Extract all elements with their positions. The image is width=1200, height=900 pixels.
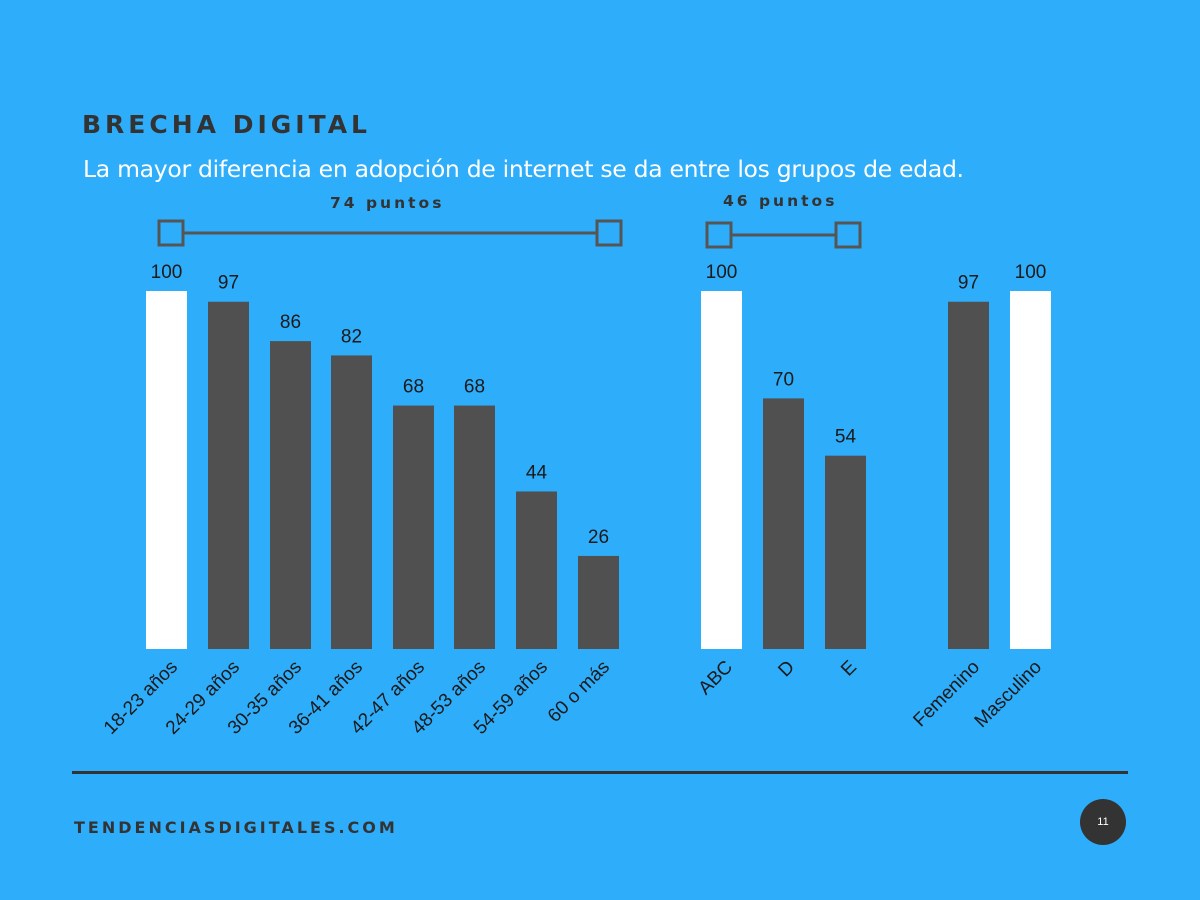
value-label: 100 <box>1015 262 1047 283</box>
bar-nivel-1 <box>763 398 804 649</box>
category-label: 60 o más <box>544 657 614 727</box>
value-label: 54 <box>835 427 857 448</box>
category-label: E <box>837 657 861 681</box>
bracket-square-right <box>595 219 623 247</box>
bar-genero-0 <box>948 301 989 649</box>
divider-rule <box>72 771 1128 774</box>
page-number-badge: 11 <box>1080 799 1126 845</box>
slide-kicker: BRECHA DIGITAL <box>82 110 371 139</box>
bar-nivel-0 <box>701 291 742 649</box>
category-label: D <box>774 657 799 682</box>
bracket-square-left <box>157 219 185 247</box>
value-label: 100 <box>151 262 183 283</box>
value-label: 86 <box>280 312 301 333</box>
value-label: 97 <box>958 273 979 294</box>
bar-edad-5 <box>454 405 495 649</box>
bar-nivel-2 <box>825 455 866 649</box>
bar-edad-2 <box>270 341 311 649</box>
bracket-square-right <box>834 221 862 249</box>
value-label: 97 <box>218 273 239 294</box>
value-label: 68 <box>464 377 485 398</box>
gap-brackets <box>157 219 862 249</box>
value-label: 100 <box>706 262 738 283</box>
value-label: 70 <box>773 369 794 390</box>
bar-edad-0 <box>146 291 187 649</box>
value-label: 26 <box>588 527 609 548</box>
bar-edad-1 <box>208 301 249 649</box>
value-label: 44 <box>526 462 548 483</box>
age-gap-label: 74 puntos <box>330 194 445 212</box>
value-label: 68 <box>403 377 424 398</box>
slide-subtitle: La mayor diferencia en adopción de inter… <box>83 155 964 183</box>
footer-site: TENDENCIASDIGITALES.COM <box>74 818 398 837</box>
bar-edad-6 <box>516 491 557 649</box>
bar-edad-3 <box>331 355 372 649</box>
bar-edad-7 <box>578 555 619 649</box>
bracket-square-left <box>705 221 733 249</box>
bar-genero-1 <box>1010 291 1051 649</box>
bar-edad-4 <box>393 405 434 649</box>
category-label: ABC <box>695 657 737 699</box>
category-label: Masculino <box>971 657 1046 732</box>
nse-gap-label: 46 puntos <box>723 192 838 210</box>
value-label: 82 <box>341 326 362 347</box>
